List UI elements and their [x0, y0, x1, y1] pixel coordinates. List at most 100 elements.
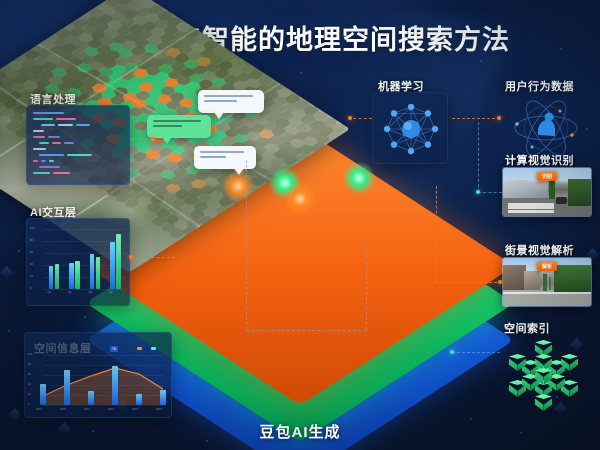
connector-bottom-center	[246, 330, 366, 331]
neural-node	[407, 103, 415, 111]
neural-node	[431, 125, 439, 133]
code-line	[41, 160, 46, 162]
neural-node	[424, 110, 432, 117]
code-line	[41, 124, 56, 126]
label-street-view-parsing: 街景视觉解析	[505, 245, 574, 257]
watermark: 豆包AI生成	[259, 424, 341, 441]
code-line	[53, 172, 70, 174]
code-line	[51, 142, 62, 144]
connector-node-3	[348, 116, 352, 120]
grid-line	[43, 229, 125, 230]
bar	[95, 256, 101, 289]
neural-node	[383, 125, 391, 133]
connector-to-sv-photo	[436, 282, 502, 283]
connector-node-1	[151, 137, 155, 141]
bar	[48, 266, 54, 289]
particle-cube	[8, 408, 21, 421]
y-axis-tick: 20	[30, 275, 33, 278]
connector-vert-right-inner	[366, 246, 367, 330]
index-cube	[509, 354, 526, 371]
bar	[160, 390, 166, 405]
index-cube	[561, 354, 578, 371]
particle-dot	[480, 60, 482, 62]
connector-ml-to-ubd	[452, 118, 500, 119]
neural-node	[390, 110, 398, 117]
x-axis-tick: 2020	[60, 408, 66, 411]
x-axis-tick: 2023	[132, 408, 138, 411]
speech-bubble-2	[147, 115, 211, 144]
legend-chip	[151, 347, 156, 350]
code-line	[49, 160, 54, 162]
code-line	[33, 172, 50, 174]
label-computer-vision: 计算视觉识别	[505, 155, 574, 167]
neural-node	[390, 141, 398, 148]
x-axis-tick: Q2	[68, 291, 72, 294]
grid-line	[43, 289, 125, 290]
code-line	[56, 118, 76, 120]
code-line	[33, 112, 64, 114]
code-line	[33, 160, 38, 162]
code-line	[33, 148, 46, 150]
x-axis-tick: Q1	[47, 291, 51, 294]
chart-tooltip: 78	[110, 346, 118, 352]
connector-to-cv-photo	[478, 192, 502, 193]
code-line	[39, 154, 64, 156]
y-axis-tick: 80	[30, 239, 33, 242]
neural-node	[424, 141, 432, 148]
photo-badge-street-view: 解析	[536, 261, 558, 271]
bar	[69, 262, 74, 289]
neural-network-icon	[383, 103, 439, 155]
connector-node-7	[450, 350, 454, 354]
street-photo-computer-vision: 识别	[502, 167, 592, 217]
connector-to-spatial-index	[452, 352, 500, 353]
connector-node-6	[498, 280, 502, 284]
code-line	[58, 124, 73, 126]
code-line	[75, 124, 90, 126]
connector-vert-sv	[436, 186, 437, 282]
label-user-behavior-data: 用户行为数据	[505, 81, 574, 93]
connector-lp-to-map	[131, 139, 153, 140]
particle-cube	[0, 266, 13, 279]
bar	[54, 263, 60, 289]
speech-bubble-1	[198, 90, 264, 119]
code-snippet-panel	[26, 105, 130, 185]
neural-node	[407, 147, 415, 155]
code-line	[39, 142, 49, 144]
code-line	[39, 166, 60, 168]
connector-vert-center	[246, 160, 247, 330]
particle-dot	[84, 316, 86, 318]
y-axis-tick: 0	[30, 287, 32, 290]
connector-node-4	[497, 116, 501, 120]
bar-chart-panel: 100 80 60 40 20 0 Q1 Q2 Q3 Q4	[26, 218, 130, 306]
particle-dot	[300, 72, 302, 74]
y-axis-tick: 40	[30, 263, 33, 266]
area-chart-panel: 100 80 60 40 20 0 2019 2020 2021 2022 2023 2024 78	[24, 332, 172, 418]
bar	[64, 370, 70, 405]
code-line	[48, 136, 60, 138]
particle-dot	[18, 250, 20, 252]
x-axis-tick: 2022	[108, 408, 114, 411]
code-line	[33, 136, 45, 138]
x-axis-tick: 2024	[156, 408, 162, 411]
code-line	[33, 130, 44, 132]
x-axis-tick: Q4	[109, 291, 113, 294]
bar	[116, 233, 121, 289]
connector-node-2	[129, 255, 133, 259]
index-cube	[535, 368, 552, 385]
bar	[89, 254, 95, 289]
index-cube	[535, 394, 552, 411]
particle-dot	[470, 418, 472, 420]
photo-badge-computer-vision: 识别	[536, 171, 558, 181]
code-line	[64, 142, 74, 144]
code-line	[67, 154, 92, 156]
particle-dot	[586, 128, 588, 130]
connector-ai-to-layers	[131, 257, 175, 258]
legend-chip	[137, 347, 142, 350]
x-axis-tick: Q3	[88, 291, 92, 294]
machine-learning-panel	[372, 92, 448, 164]
bar	[112, 366, 118, 405]
code-line	[33, 118, 53, 120]
connector-vert-cv	[478, 122, 479, 192]
y-axis-tick: 60	[30, 251, 33, 254]
